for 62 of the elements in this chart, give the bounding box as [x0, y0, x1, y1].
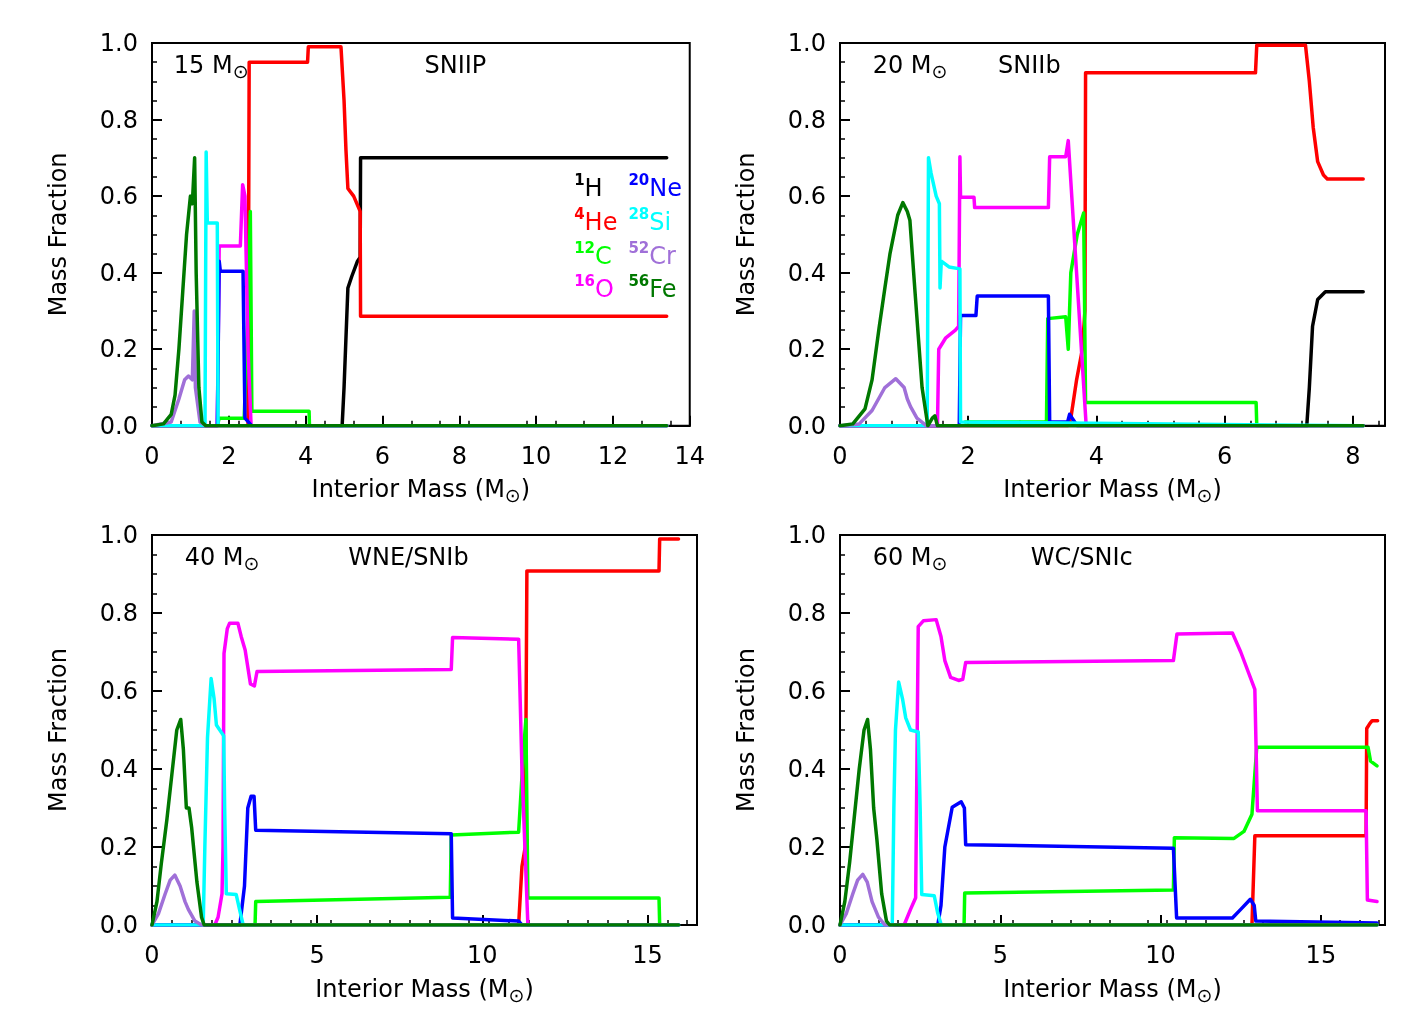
y-tick-label: 0.2 — [787, 833, 826, 861]
x-tick-label: 10 — [467, 941, 498, 969]
y-axis-title: Mass Fraction — [732, 152, 760, 317]
annotation: 60 M⊙ — [872, 543, 948, 575]
y-tick-label: 0.6 — [99, 677, 138, 705]
annotation: 40 M⊙ — [184, 543, 260, 575]
y-tick-label: 1.0 — [787, 29, 826, 57]
y-tick-label: 0.0 — [99, 911, 138, 939]
x-tick-label: 2 — [221, 441, 237, 470]
x-tick-label: 8 — [451, 441, 467, 470]
y-tick-label: 0.2 — [99, 833, 138, 861]
y-tick-label: 0.4 — [99, 755, 138, 783]
y-tick-label: 0.0 — [99, 411, 138, 440]
x-tick-label: 4 — [1088, 441, 1105, 470]
y-tick-label: 0.4 — [787, 755, 826, 783]
x-tick-label: 5 — [992, 941, 1008, 969]
y-axis-title: Mass Fraction — [732, 648, 760, 812]
x-tick-label: 6 — [374, 441, 391, 470]
x-tick-label: 6 — [1217, 441, 1233, 470]
x-tick-label: 4 — [298, 441, 314, 470]
x-axis-title: Interior Mass (M⊙) — [1003, 974, 1222, 1006]
annotation: 20 M⊙ — [872, 51, 948, 83]
y-axis-title: Mass Fraction — [44, 648, 72, 812]
x-axis-title: Interior Mass (M⊙) — [315, 974, 534, 1006]
annotation: WC/SNIc — [1030, 543, 1133, 571]
annotation: SNIIb — [998, 51, 1061, 79]
x-tick-label: 10 — [1145, 941, 1176, 969]
y-tick-label: 0.8 — [99, 105, 138, 134]
x-tick-label: 8 — [1345, 441, 1361, 470]
y-tick-label: 0.2 — [787, 335, 826, 364]
y-axis-title: Mass Fraction — [44, 152, 72, 317]
y-tick-label: 0.4 — [787, 258, 826, 287]
y-tick-label: 0.8 — [99, 599, 138, 627]
annotation: SNIIP — [424, 51, 487, 79]
y-tick-label: 0.0 — [787, 911, 826, 939]
y-tick-label: 1.0 — [787, 521, 826, 549]
x-tick-label: 0 — [832, 441, 848, 470]
y-tick-label: 0.0 — [787, 411, 826, 440]
x-tick-label: 15 — [1305, 941, 1337, 969]
y-tick-label: 0.8 — [787, 105, 826, 134]
x-axis-title: Interior Mass (M⊙) — [1003, 475, 1222, 507]
x-tick-label: 14 — [674, 441, 705, 470]
x-tick-label: 0 — [144, 941, 160, 969]
annotation: WNE/SNIb — [348, 543, 469, 571]
y-tick-label: 0.2 — [99, 335, 138, 364]
y-tick-label: 0.6 — [787, 677, 826, 705]
y-tick-label: 1.0 — [99, 29, 138, 57]
y-tick-label: 1.0 — [99, 521, 138, 549]
x-tick-label: 5 — [309, 941, 325, 969]
x-tick-label: 2 — [960, 441, 976, 470]
x-tick-label: 15 — [632, 941, 663, 969]
x-axis-title: Interior Mass (M⊙) — [311, 475, 531, 507]
x-tick-label: 12 — [597, 441, 629, 470]
y-tick-label: 0.4 — [99, 258, 138, 287]
y-tick-label: 0.6 — [787, 182, 826, 211]
y-tick-label: 0.8 — [787, 599, 826, 627]
x-tick-label: 10 — [520, 441, 552, 470]
line-series — [838, 200, 1365, 428]
x-tick-label: 0 — [144, 441, 160, 470]
annotation: 15 M⊙ — [173, 51, 249, 83]
x-tick-label: 0 — [832, 941, 848, 969]
y-tick-label: 0.6 — [99, 182, 138, 211]
